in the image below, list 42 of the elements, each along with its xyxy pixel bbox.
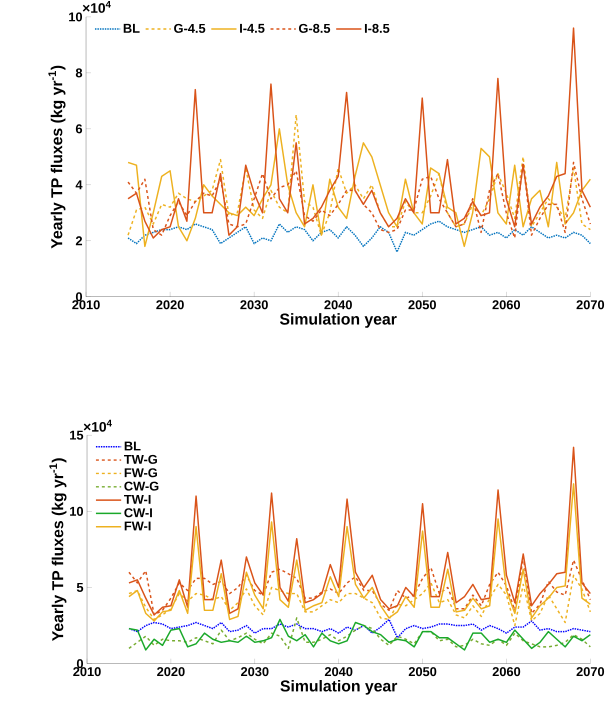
y-tick-label: 5 — [76, 583, 84, 592]
legend-label: TW-G — [124, 454, 157, 464]
y-tick-label: 0 — [76, 659, 83, 668]
y-tick-label: 0 — [76, 292, 82, 302]
x-tick-label: 2040 — [324, 300, 352, 310]
legend-label: TW-I — [124, 494, 150, 504]
x-tick-label: 2010 — [73, 667, 101, 676]
x-tick-label: 2010 — [72, 300, 100, 310]
x-tick-label: 2050 — [408, 300, 436, 310]
x-tick-label: 2060 — [492, 300, 520, 310]
legend-label: I-4.5 — [240, 24, 264, 33]
legend-label: CW-G — [124, 482, 158, 491]
legend-label: FW-I — [124, 522, 150, 530]
legend-label: BL — [124, 442, 141, 450]
y-axis-title: Yearly TP fluxes (kg yr$^{-1}$) — [48, 66, 66, 248]
x-axis-title: Simulation year — [280, 313, 397, 328]
y-tick-label: 15 — [70, 430, 84, 440]
x-tick-label: 2020 — [156, 300, 184, 310]
legend-label: G-4.5 — [174, 24, 206, 33]
legend-label: G-8.5 — [298, 24, 330, 33]
y-tick-label: 2 — [76, 236, 82, 246]
y-tick-label: 10 — [69, 12, 82, 22]
y-tick-label: 8 — [76, 68, 82, 78]
x-tick-label: 2070 — [576, 300, 604, 310]
x-axis-title: Simulation year — [280, 680, 398, 695]
legend-label: BL — [124, 24, 140, 33]
x-tick-label: 2020 — [157, 667, 185, 676]
legend-label: CW-I — [124, 508, 152, 518]
legend-label: I-8.5 — [364, 24, 390, 33]
text: ×10$^{4}$ — [84, 420, 112, 432]
y-tick-label: 6 — [76, 124, 82, 134]
x-tick-label: 2060 — [492, 667, 520, 676]
y-tick-label: 10 — [70, 506, 83, 516]
legend-label: FW-G — [124, 468, 157, 478]
x-tick-label: 2050 — [408, 667, 436, 676]
text: ×10$^{4}$ — [82, 0, 111, 13]
y-tick-label: 4 — [76, 180, 82, 190]
y-axis-title: Yearly TP fluxes (kg yr$^{-1}$) — [49, 458, 66, 642]
x-tick-label: 2040 — [324, 667, 352, 676]
x-tick-label: 2030 — [240, 300, 268, 310]
x-tick-label: 2030 — [240, 667, 268, 676]
x-tick-label: 2070 — [576, 667, 604, 676]
